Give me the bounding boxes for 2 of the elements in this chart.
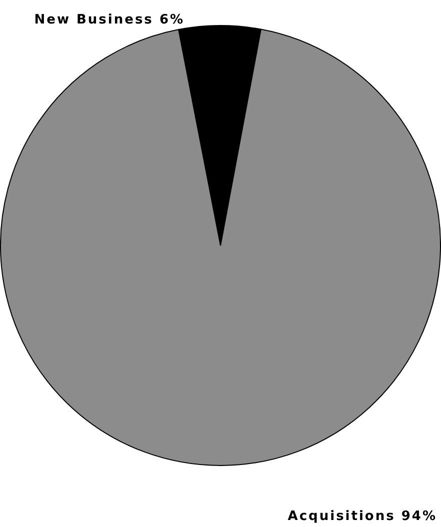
slice-label: New Business 6%: [34, 12, 185, 28]
slice-label: Acquisitions 94%: [288, 508, 437, 524]
